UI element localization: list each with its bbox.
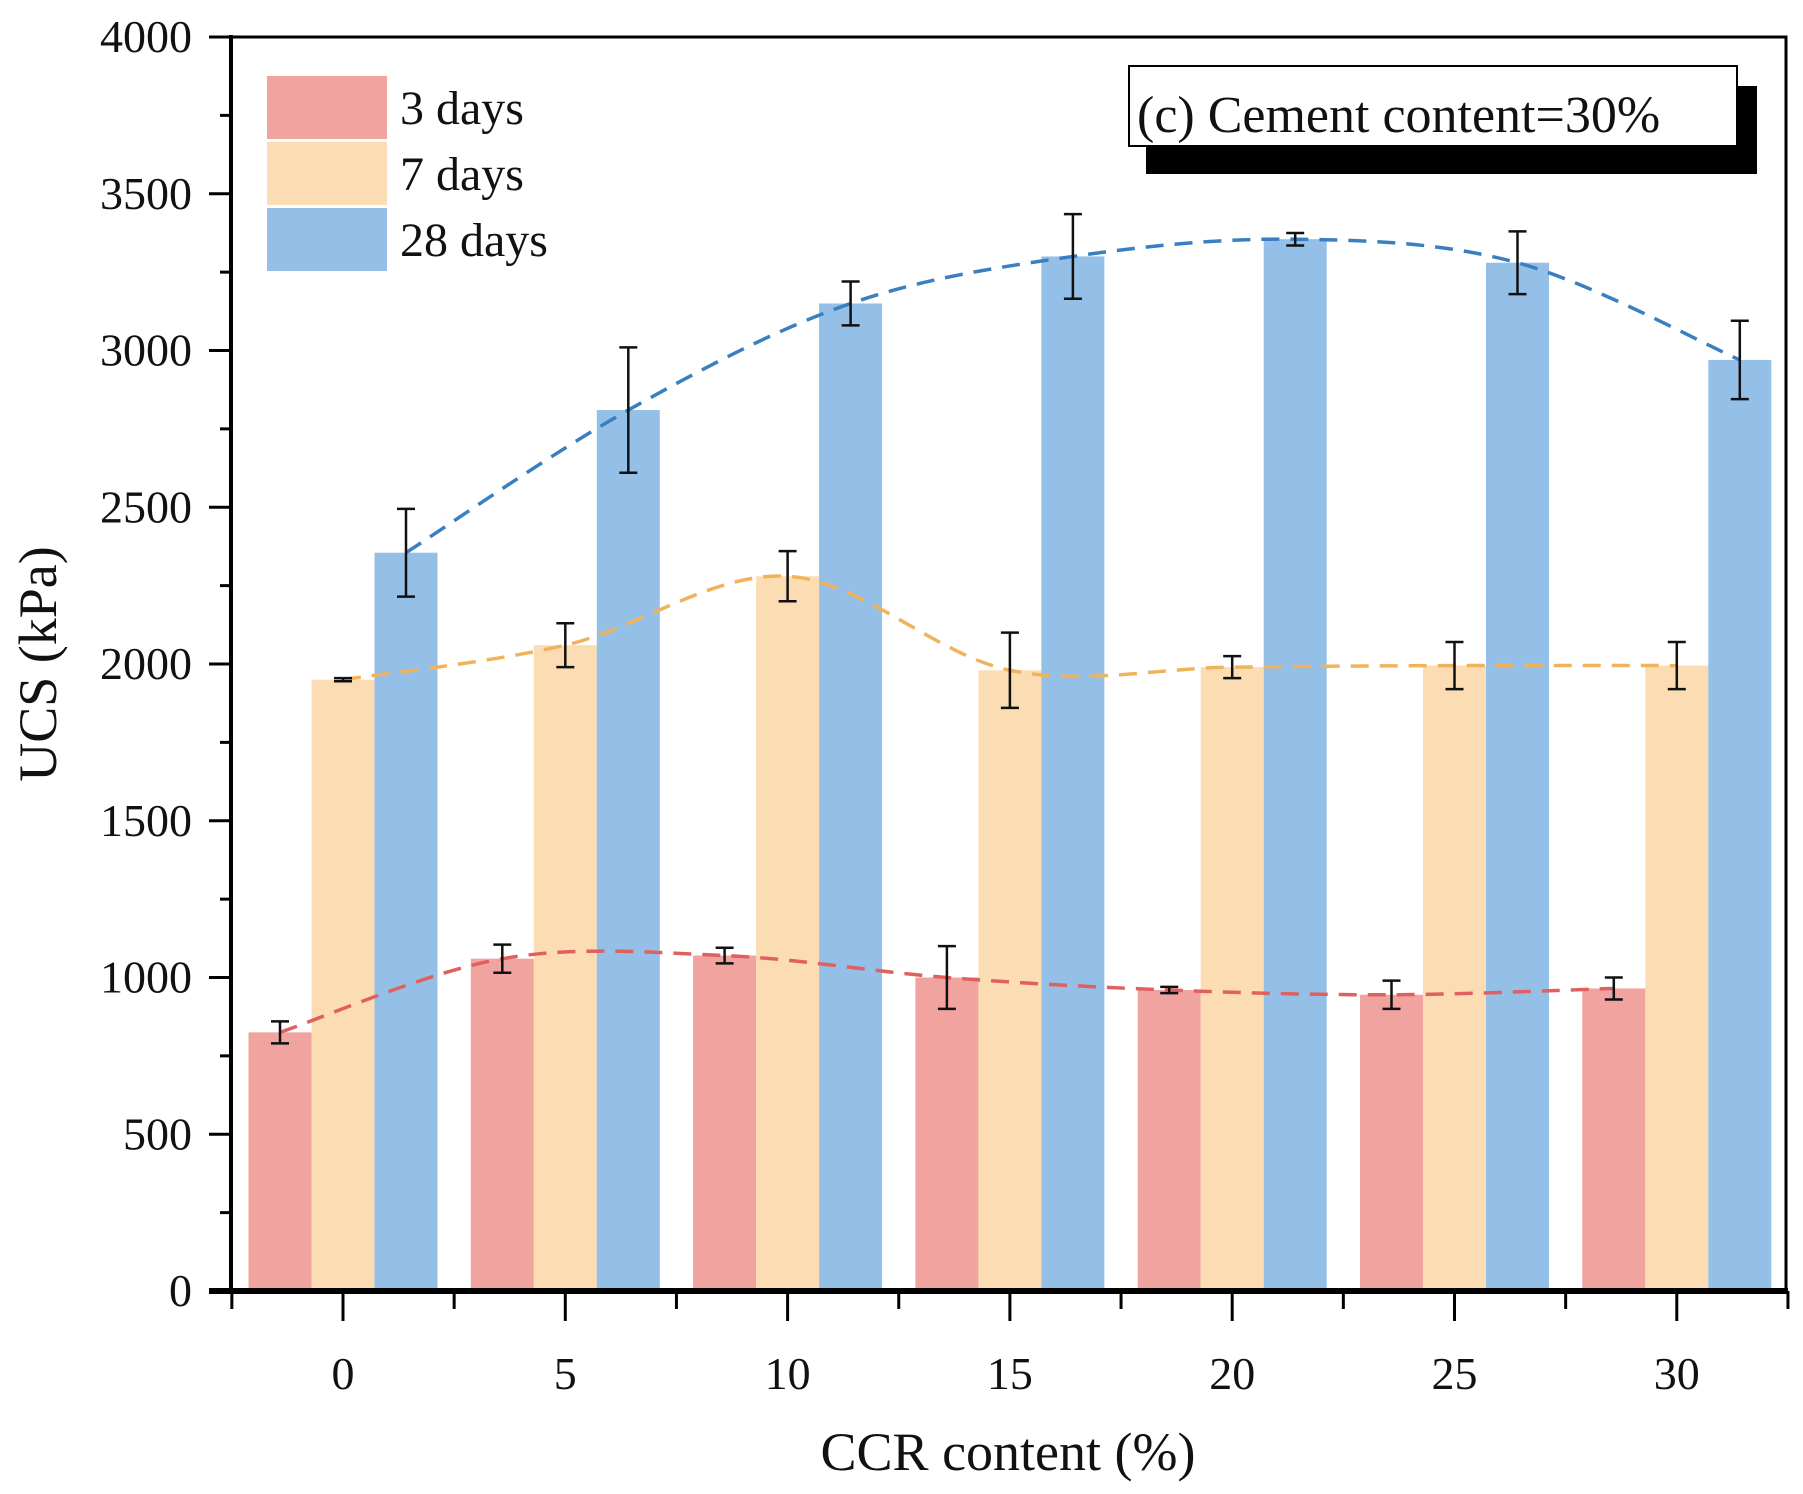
bar-7-days-15 <box>978 670 1042 1291</box>
legend-label-7-days: 7 days <box>400 148 524 201</box>
bar-3-days-20 <box>1137 990 1201 1291</box>
bar-28-days-30 <box>1708 359 1772 1291</box>
bar-7-days-30 <box>1645 665 1709 1291</box>
bar-28-days-20 <box>1263 239 1327 1291</box>
x-tick-label: 20 <box>1209 1348 1255 1399</box>
bar-3-days-10 <box>693 955 757 1291</box>
bar-3-days-0 <box>248 1032 312 1291</box>
x-tick-label: 0 <box>332 1348 355 1399</box>
y-tick-label: 2000 <box>100 638 192 689</box>
bar-7-days-0 <box>311 679 375 1291</box>
y-tick-label: 3500 <box>100 168 192 219</box>
y-tick-label: 1500 <box>100 795 192 846</box>
bar-3-days-5 <box>470 958 534 1291</box>
legend-swatch-28-days <box>267 208 387 271</box>
legend-swatch-7-days <box>267 142 387 205</box>
error-bars-layer <box>271 212 1749 1045</box>
x-tick-label: 5 <box>554 1348 577 1399</box>
y-axis-title: UCS (kPa) <box>8 546 68 782</box>
y-tick-label: 2500 <box>100 481 192 532</box>
bars-layer <box>248 239 1772 1292</box>
bar-3-days-30 <box>1582 988 1646 1291</box>
bar-7-days-10 <box>756 576 820 1291</box>
y-tick-label: 1000 <box>100 952 192 1003</box>
annotation-text: (c) Cement content=30% <box>1137 87 1660 144</box>
y-tick-label: 0 <box>169 1265 192 1316</box>
x-axis-title: CCR content (%) <box>821 1422 1196 1482</box>
x-tick-label: 25 <box>1432 1348 1478 1399</box>
bar-28-days-15 <box>1041 256 1105 1292</box>
y-tick-label: 500 <box>123 1108 192 1159</box>
bar-3-days-25 <box>1360 994 1423 1291</box>
y-tick-label: 3000 <box>100 325 192 376</box>
annotation-frame <box>1128 65 1738 147</box>
bar-28-days-25 <box>1486 262 1549 1292</box>
legend-swatch-3-days <box>267 76 387 139</box>
bar-7-days-20 <box>1200 667 1264 1291</box>
bar-28-days-10 <box>819 303 883 1292</box>
x-tick-label: 30 <box>1654 1348 1700 1399</box>
x-tick-label: 10 <box>765 1348 811 1399</box>
bar-28-days-5 <box>596 410 660 1291</box>
bar-7-days-5 <box>533 645 597 1291</box>
x-tick-label: 15 <box>987 1348 1033 1399</box>
axes-ticks: 0 500 1000 1500 2000 2500 3000 3500 4000 0 5 10 15 20… <box>100 11 1790 1399</box>
bar-28-days-0 <box>374 552 438 1291</box>
bar-7-days-25 <box>1423 665 1486 1291</box>
annotation-box: (c) Cement content=30% <box>1128 65 1757 174</box>
legend-label-3-days: 3 days <box>400 82 524 135</box>
legend-label-28-days: 28 days <box>400 214 548 267</box>
y-tick-label: 4000 <box>100 11 192 62</box>
bar-3-days-15 <box>915 977 979 1291</box>
legend: 3 days 7 days 28 days <box>267 76 548 271</box>
